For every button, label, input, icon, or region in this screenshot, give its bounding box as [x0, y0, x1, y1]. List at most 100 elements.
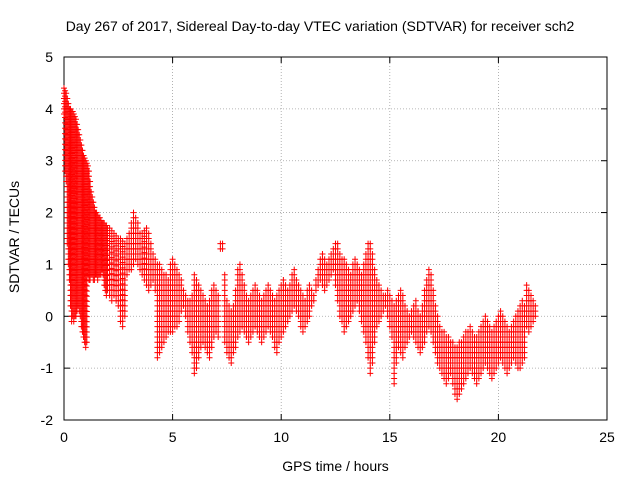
data-point	[230, 349, 237, 356]
data-point	[417, 349, 424, 356]
data-point	[284, 318, 291, 325]
data-point	[371, 266, 378, 273]
data-point	[460, 380, 467, 387]
y-tick-label: 3	[45, 153, 53, 169]
data-point	[462, 375, 469, 382]
data-point	[152, 256, 159, 263]
data-point	[399, 297, 406, 304]
data-point	[76, 131, 83, 138]
data-point	[77, 136, 84, 143]
data-point	[369, 344, 376, 351]
x-tick-label: 5	[169, 429, 177, 445]
data-point	[121, 297, 128, 304]
data-point	[82, 282, 89, 289]
data-point	[143, 225, 150, 232]
data-point	[154, 354, 161, 361]
data-point	[80, 152, 87, 159]
data-point	[291, 266, 298, 273]
data-point	[532, 302, 539, 309]
data-point	[343, 261, 350, 268]
data-point	[527, 292, 534, 299]
data-point	[449, 339, 456, 346]
data-point	[223, 297, 230, 304]
data-point	[352, 256, 359, 263]
data-point	[221, 282, 228, 289]
y-tick-label: -2	[41, 412, 54, 428]
data-point	[191, 271, 198, 278]
data-point	[206, 354, 213, 361]
data-point	[306, 282, 313, 289]
data-point	[341, 328, 348, 335]
data-point	[371, 328, 378, 335]
data-point	[428, 271, 435, 278]
data-point	[83, 298, 90, 305]
data-point	[71, 113, 78, 120]
data-point	[158, 266, 165, 273]
data-point	[434, 313, 441, 320]
data-point	[421, 334, 428, 341]
data-point	[193, 359, 200, 366]
data-point	[215, 313, 222, 320]
data-point	[475, 375, 482, 382]
data-point	[369, 256, 376, 263]
data-point	[441, 328, 448, 335]
data-point	[304, 318, 311, 325]
data-point	[83, 303, 90, 310]
data-point	[425, 266, 432, 273]
data-point	[228, 359, 235, 366]
data-point	[62, 87, 69, 94]
y-tick-label: 5	[45, 49, 53, 65]
data-point	[399, 354, 406, 361]
data-point	[521, 349, 528, 356]
data-point	[436, 323, 443, 330]
data-point	[521, 344, 528, 351]
data-point	[378, 313, 385, 320]
data-point	[347, 313, 354, 320]
data-point	[180, 287, 187, 294]
data-point	[399, 292, 406, 299]
axis-ticks: 0 5 10 15 20 25 -2 -1 0 1 2 3 4 5	[41, 49, 615, 445]
x-tick-label: 0	[60, 429, 68, 445]
data-point	[119, 318, 126, 325]
data-point	[295, 282, 302, 289]
data-point	[428, 276, 435, 283]
data-point	[195, 349, 202, 356]
data-point	[103, 257, 110, 264]
data-point	[145, 230, 152, 237]
data-point	[82, 287, 89, 294]
data-point	[321, 287, 328, 294]
data-point	[367, 370, 374, 377]
data-point	[121, 292, 128, 299]
data-point	[178, 282, 185, 289]
data-point	[267, 287, 274, 294]
data-point	[308, 302, 315, 309]
data-point	[206, 349, 213, 356]
data-point	[70, 318, 77, 325]
data-point	[286, 313, 293, 320]
data-point	[78, 142, 85, 149]
data-point	[173, 266, 180, 273]
data-point	[402, 302, 409, 309]
data-point	[367, 240, 374, 247]
data-point	[532, 313, 539, 320]
data-point	[69, 108, 76, 115]
data-point	[130, 209, 137, 216]
data-point	[373, 323, 380, 330]
data-point	[484, 318, 491, 325]
data-point	[173, 323, 180, 330]
data-point	[176, 271, 183, 278]
data-point	[215, 297, 222, 304]
y-tick-label: 4	[45, 101, 53, 117]
data-point	[228, 354, 235, 361]
data-point	[83, 160, 90, 167]
data-point	[391, 380, 398, 387]
data-point	[280, 276, 287, 283]
data-point	[349, 308, 356, 315]
data-point	[373, 276, 380, 283]
data-point	[75, 126, 82, 133]
data-point	[169, 256, 176, 263]
data-point	[336, 251, 343, 258]
data-point	[530, 318, 537, 325]
data-point	[310, 297, 317, 304]
data-point	[367, 245, 374, 252]
